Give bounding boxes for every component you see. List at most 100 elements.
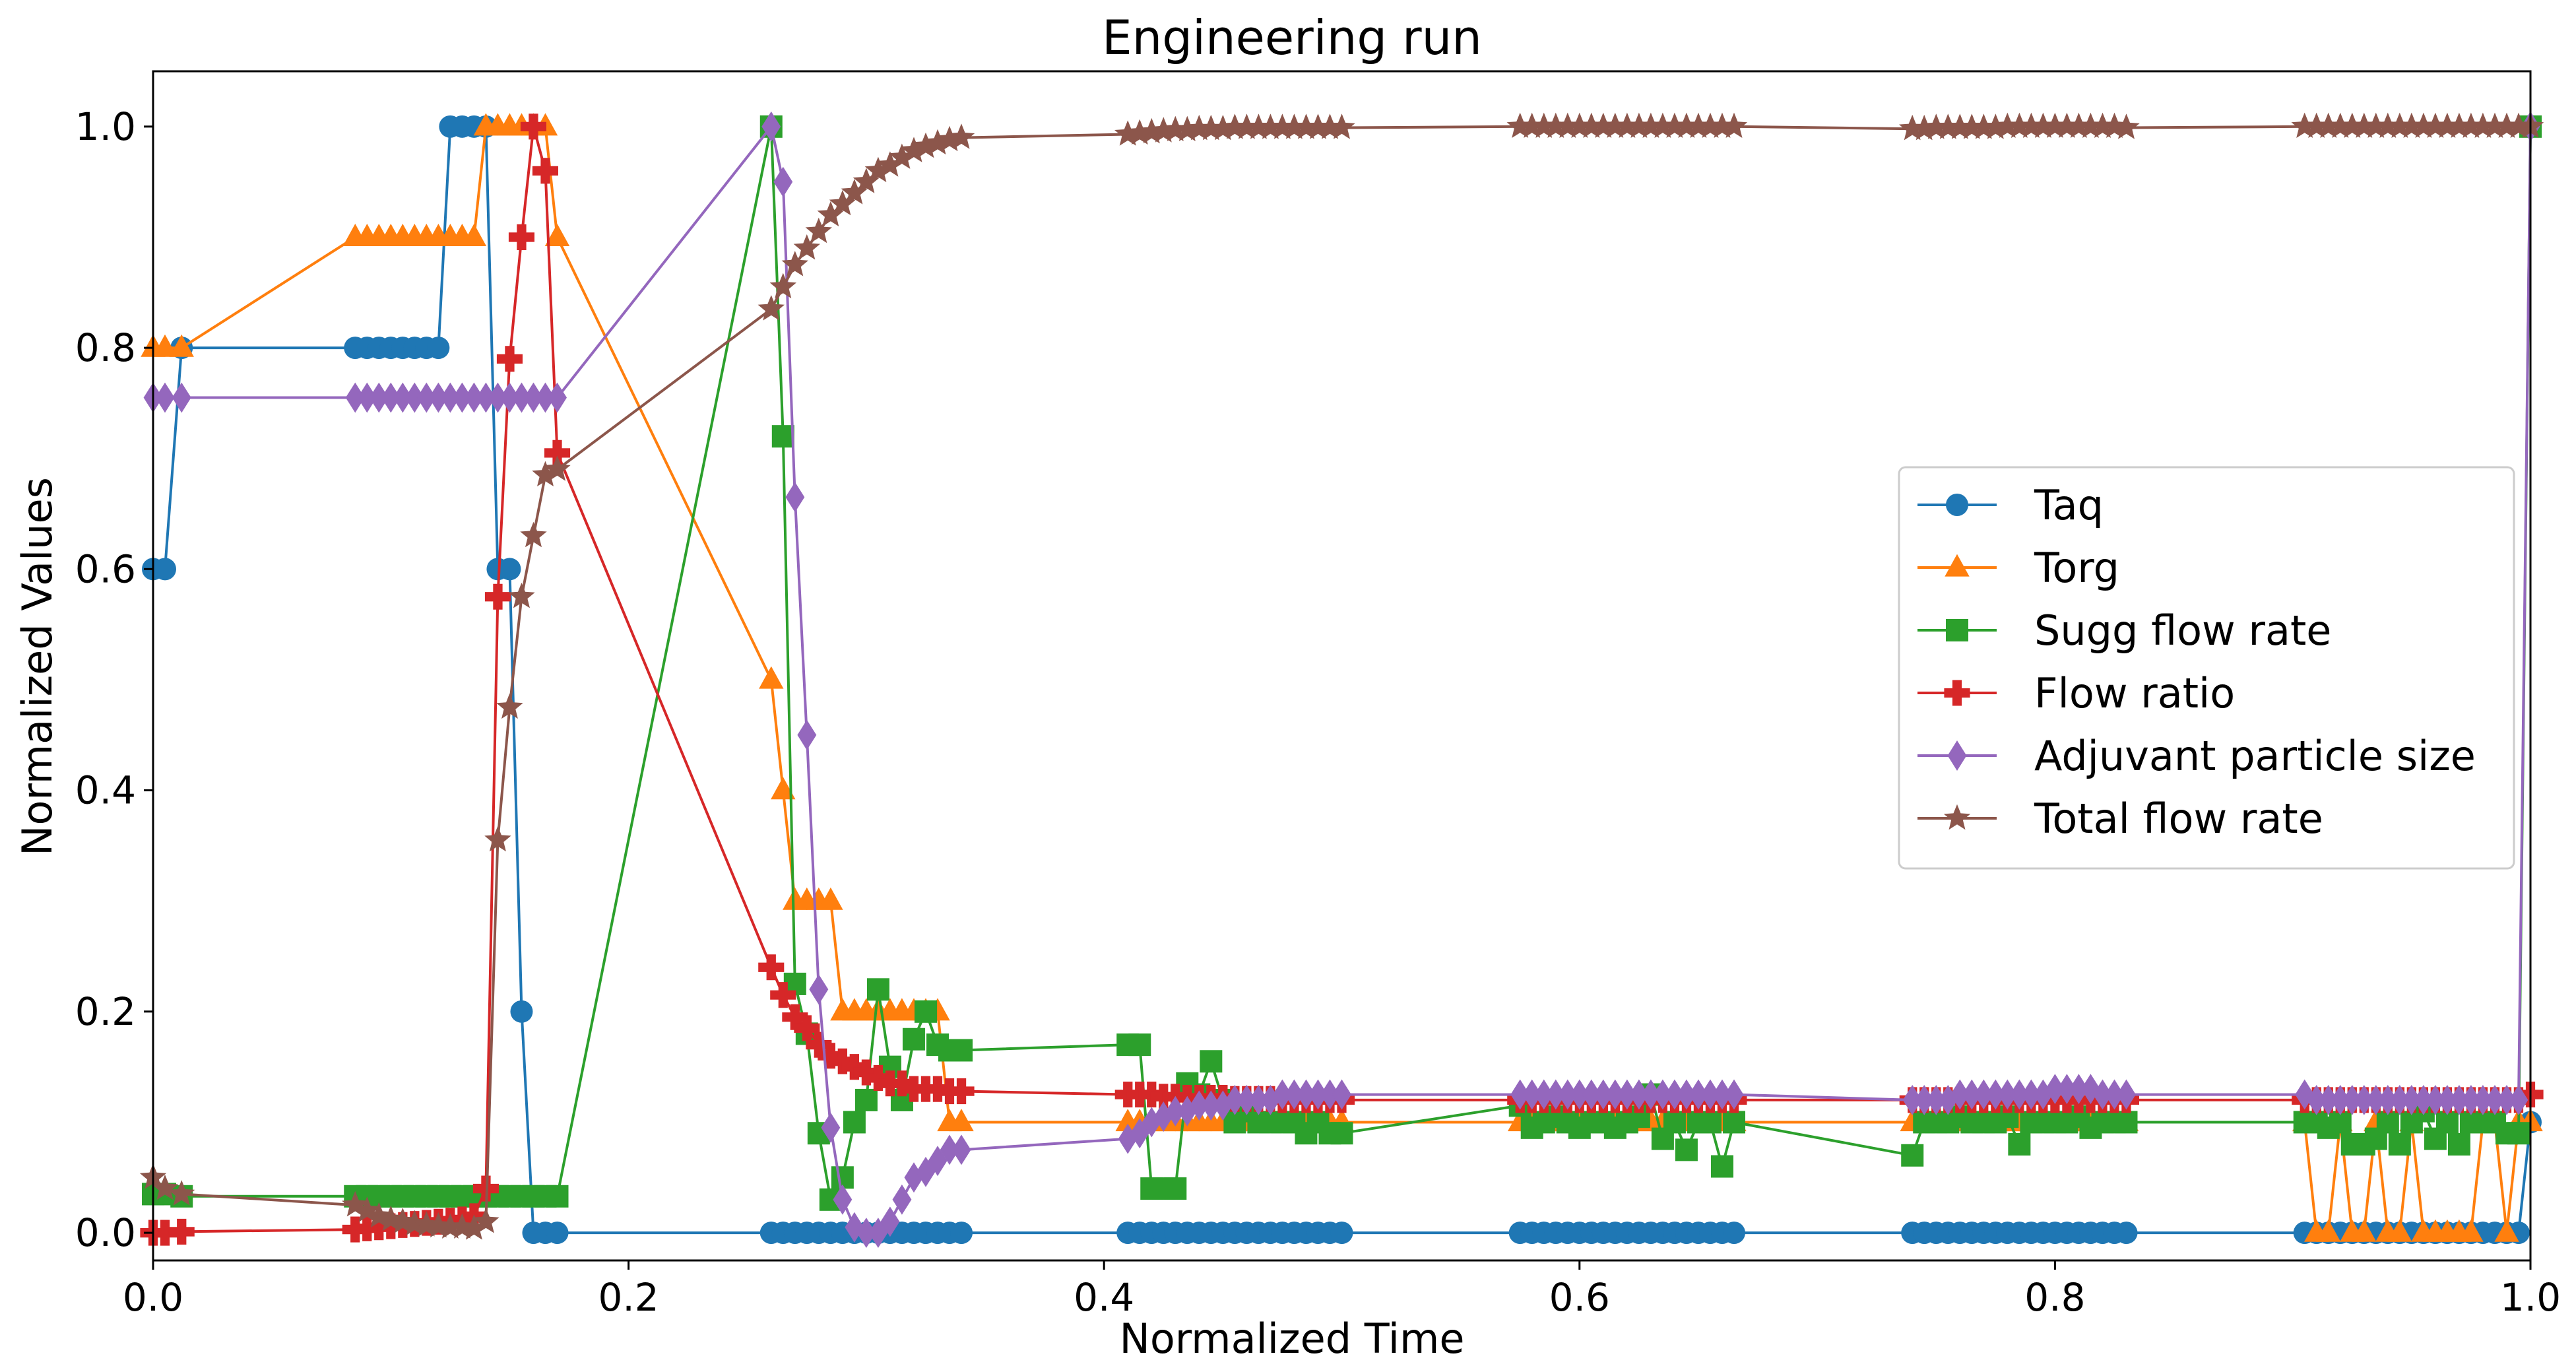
data-point-sugg-flow-rate	[843, 1111, 866, 1134]
x-tick-label: 0.2	[598, 1275, 659, 1320]
data-point-torg	[461, 224, 487, 246]
data-point-adjuvant-particle-size	[951, 1134, 971, 1165]
y-tick-label: 0.2	[75, 989, 136, 1034]
data-point-adjuvant-particle-size	[2057, 1074, 2077, 1105]
data-point-flow-ratio	[794, 1015, 820, 1041]
data-point-adjuvant-particle-size	[440, 382, 460, 413]
data-point-total-flow-rate	[1696, 112, 1724, 138]
data-point-adjuvant-particle-size	[1248, 1085, 1268, 1115]
data-point-total-flow-rate	[1328, 114, 1355, 139]
x-axis-label: Normalized Time	[1119, 1315, 1464, 1363]
data-point-adjuvant-particle-size	[512, 382, 531, 413]
data-point-total-flow-rate	[829, 189, 856, 216]
data-point-adjuvant-particle-size	[2402, 1085, 2422, 1115]
data-point-adjuvant-particle-size	[797, 719, 817, 750]
series-taq	[142, 115, 2542, 1245]
x-tick-label: 1.0	[2500, 1275, 2561, 1320]
data-point-total-flow-rate	[437, 1213, 464, 1239]
data-point-sugg-flow-rate	[2507, 1122, 2530, 1145]
data-point-adjuvant-particle-size	[1189, 1090, 1209, 1121]
data-point-total-flow-rate	[1114, 120, 1142, 146]
data-point-torg	[2316, 1219, 2341, 1242]
data-point-total-flow-rate	[1221, 114, 1248, 139]
data-point-taq	[510, 1000, 533, 1023]
data-point-adjuvant-particle-size	[1522, 1079, 1542, 1110]
data-point-adjuvant-particle-size	[1617, 1079, 1637, 1110]
data-point-total-flow-rate	[1198, 114, 1225, 141]
data-point-torg	[2387, 1219, 2412, 1242]
legend: Taq Torg Sugg flow rate Flow ratio Adjuvant …	[1898, 466, 2515, 870]
y-tick-label: 1.0	[75, 104, 136, 149]
data-point-adjuvant-particle-size	[1308, 1079, 1328, 1110]
data-point-adjuvant-particle-size	[773, 166, 793, 197]
data-point-adjuvant-particle-size	[1974, 1079, 1993, 1110]
data-point-adjuvant-particle-size	[524, 382, 543, 413]
data-point-adjuvant-particle-size	[369, 382, 389, 413]
data-point-total-flow-rate	[1673, 112, 1700, 138]
series-adjuvant-particle-size	[143, 111, 2540, 1248]
data-point-adjuvant-particle-size	[500, 382, 519, 413]
data-point-total-flow-rate	[948, 123, 975, 149]
data-point-total-flow-rate	[1138, 117, 1165, 144]
data-point-adjuvant-particle-size	[1546, 1079, 1566, 1110]
data-point-adjuvant-particle-size	[2414, 1085, 2433, 1115]
data-point-sugg-flow-rate	[1330, 1122, 1353, 1145]
data-point-adjuvant-particle-size	[2366, 1085, 2386, 1115]
data-point-total-flow-rate	[2445, 112, 2473, 138]
data-point-adjuvant-particle-size	[856, 1218, 876, 1248]
data-point-taq	[154, 558, 177, 581]
data-point-total-flow-rate	[912, 132, 940, 158]
data-point-adjuvant-particle-size	[940, 1134, 959, 1165]
data-point-taq	[427, 337, 450, 360]
data-point-sugg-flow-rate	[2388, 1132, 2411, 1156]
data-point-flow-ratio	[520, 114, 546, 140]
data-point-total-flow-rate	[461, 1214, 488, 1240]
data-point-total-flow-rate	[805, 217, 832, 244]
x-tick-label: 0.6	[1549, 1275, 1610, 1320]
data-point-total-flow-rate	[2315, 112, 2342, 138]
data-point-adjuvant-particle-size	[2021, 1079, 2041, 1110]
data-point-total-flow-rate	[1911, 114, 1938, 141]
data-point-sugg-flow-rate	[866, 978, 889, 1001]
data-point-adjuvant-particle-size	[833, 1184, 853, 1215]
legend-item-flow-ratio: Flow ratio	[1917, 669, 2235, 717]
data-point-sugg-flow-rate	[771, 425, 794, 448]
data-point-adjuvant-particle-size	[1914, 1085, 1934, 1115]
data-point-adjuvant-particle-size	[2449, 1085, 2469, 1115]
data-point-total-flow-rate	[2374, 112, 2401, 138]
data-point-total-flow-rate	[1186, 114, 1213, 141]
data-point-total-flow-rate	[769, 273, 796, 299]
data-point-adjuvant-particle-size	[785, 482, 805, 513]
data-point-adjuvant-particle-size	[1570, 1079, 1590, 1110]
data-point-sugg-flow-rate	[1698, 1111, 1722, 1134]
data-point-total-flow-rate	[2089, 112, 2116, 138]
data-point-adjuvant-particle-size	[381, 382, 401, 413]
data-point-adjuvant-particle-size	[357, 382, 377, 413]
data-point-sugg-flow-rate	[1722, 1111, 1745, 1134]
data-point-total-flow-rate	[2350, 112, 2377, 138]
data-point-adjuvant-particle-size	[1237, 1085, 1256, 1115]
data-point-flow-ratio	[508, 224, 534, 250]
data-point-flow-ratio	[948, 1078, 975, 1105]
legend-label-taq: Taq	[2034, 481, 2104, 529]
data-point-total-flow-rate	[1293, 114, 1320, 139]
x-tick-label: 0.8	[2024, 1275, 2085, 1320]
y-tick-label: 0.8	[75, 325, 136, 370]
data-point-adjuvant-particle-size	[2117, 1079, 2136, 1110]
data-point-flow-ratio	[806, 1031, 832, 1058]
data-point-torg	[949, 1109, 974, 1132]
data-point-adjuvant-particle-size	[1201, 1090, 1221, 1121]
data-point-total-flow-rate	[1554, 112, 1581, 138]
data-point-total-flow-rate	[864, 156, 892, 183]
data-point-total-flow-rate	[1162, 115, 1189, 141]
data-point-flow-ratio	[853, 1059, 880, 1086]
data-point-torg	[544, 224, 570, 246]
chart-title: Engineering run	[1102, 10, 1482, 65]
data-point-adjuvant-particle-size	[1629, 1079, 1649, 1110]
data-point-total-flow-rate	[1708, 112, 1736, 138]
data-point-adjuvant-particle-size	[2426, 1085, 2445, 1115]
data-point-flow-ratio	[484, 583, 511, 610]
data-point-adjuvant-particle-size	[2307, 1085, 2327, 1115]
data-point-total-flow-rate	[2113, 114, 2140, 139]
data-point-total-flow-rate	[2053, 112, 2080, 138]
